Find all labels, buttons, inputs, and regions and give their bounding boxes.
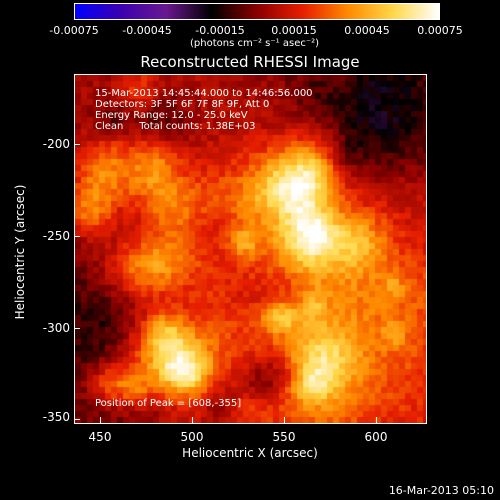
rhessi-image [75,75,426,423]
y-tick-label: -300 [42,321,70,335]
x-tick-mark [376,417,377,424]
x-tick-label: 600 [364,430,388,444]
x-tick-mark [284,417,285,424]
colorbar [74,3,440,20]
y-axis-label: Heliocentric Y (arcsec) [13,184,27,320]
colorbar-tick: 0.00075 [417,24,463,37]
colorbar-tick: -0.00015 [195,24,245,37]
clean-annotation: Clean Total counts: 1.38E+03 [95,121,256,132]
detectors-annotation: Detectors: 3F 5F 6F 7F 8F 9F, Att 0 [95,99,270,110]
x-tick-mark [100,417,101,424]
x-tick-mark [192,417,193,424]
image-plot: 15-Mar-2013 14:45:44.000 to 14:46:56.000… [74,74,427,424]
y-tick-label: -250 [42,229,70,243]
x-tick-label: 550 [272,430,296,444]
colorbar-tick: 0.00045 [344,24,390,37]
x-tick-label: 450 [88,430,112,444]
peak-position-annotation: Position of Peak = [608,-355] [95,398,242,409]
y-tick-mark [74,419,80,420]
footer-timestamp: 16-Mar-2013 05:10 [388,484,494,497]
y-tick-mark [74,144,80,145]
colorbar-tick: -0.00075 [49,24,99,37]
y-tick-mark [74,236,80,237]
y-tick-label: -350 [42,410,70,424]
colorbar-units-label: (photons cm⁻² s⁻¹ asec⁻²) [190,38,320,49]
colorbar-tick: 0.00015 [271,24,317,37]
energy-annotation: Energy Range: 12.0 - 25.0 keV [95,110,248,121]
x-tick-label: 500 [180,430,204,444]
y-tick-label: -200 [42,137,70,151]
plot-title: Reconstructed RHESSI Image [140,53,360,71]
colorbar-tick: -0.00045 [122,24,172,37]
time-range-annotation: 15-Mar-2013 14:45:44.000 to 14:46:56.000 [95,88,313,99]
x-axis-label: Heliocentric X (arcsec) [182,446,318,460]
y-tick-mark [74,328,80,329]
